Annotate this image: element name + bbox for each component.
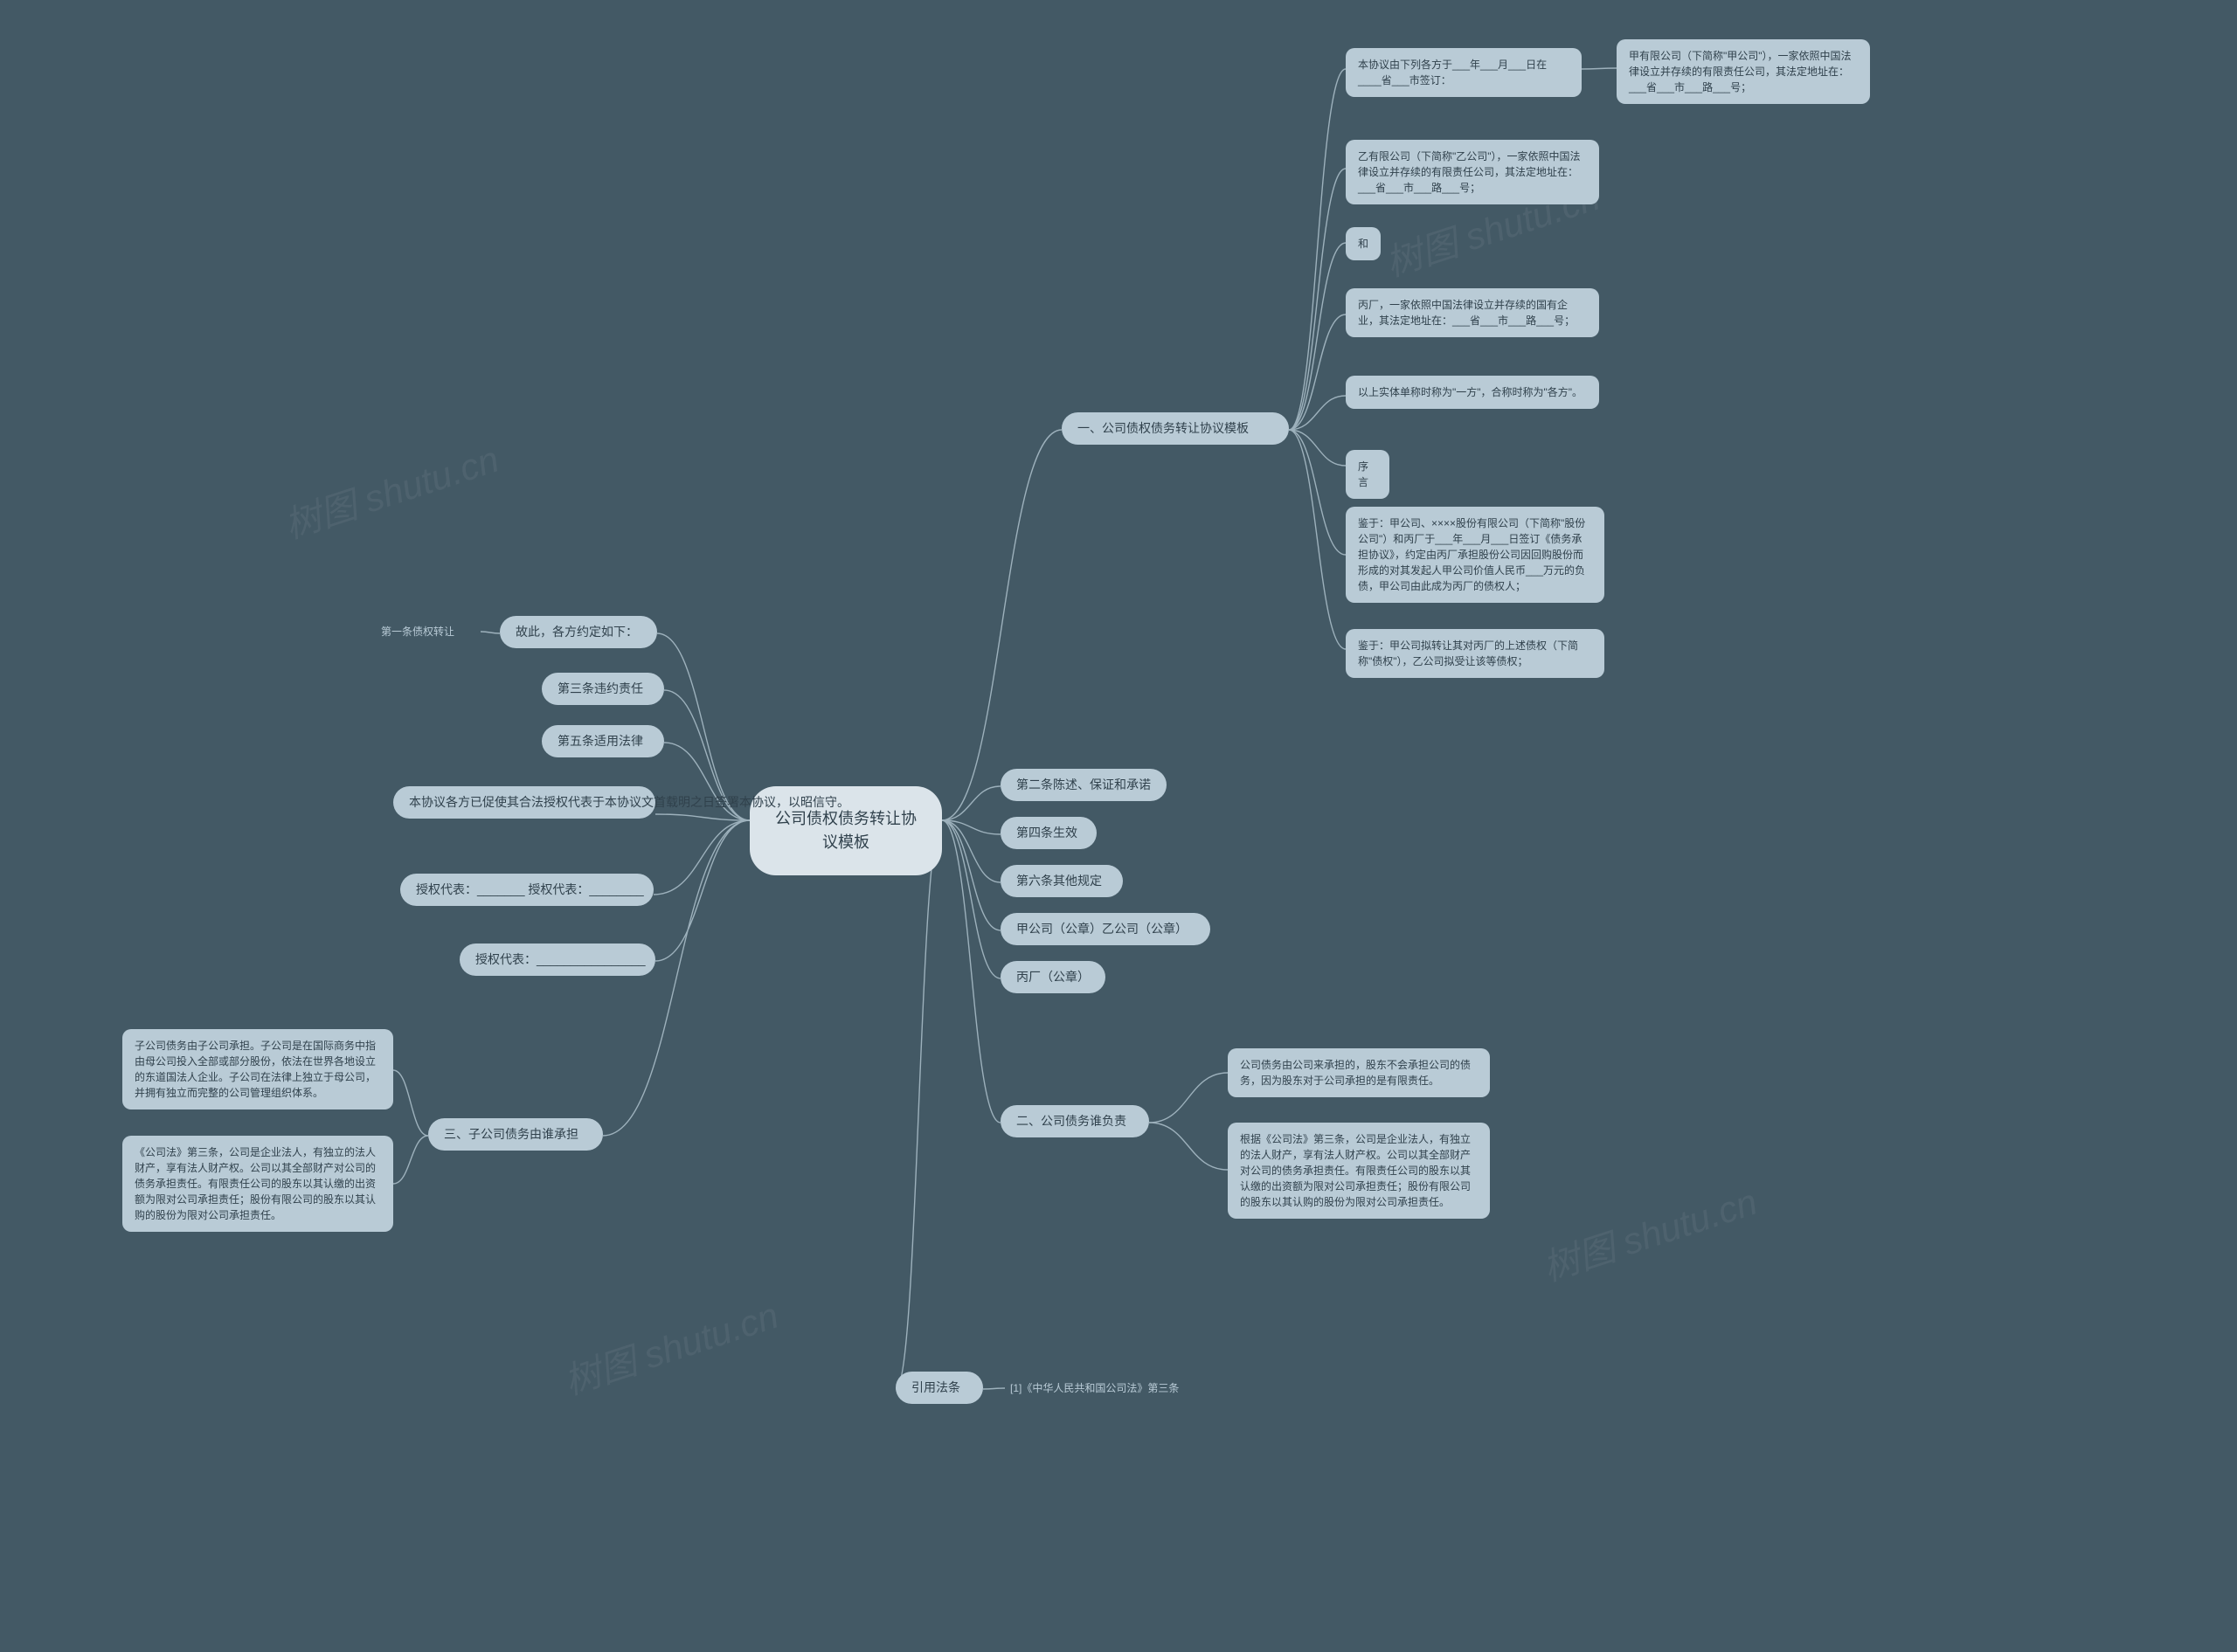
node-rl5[interactable]: 以上实体单称时称为"一方"，合称时称为"各方"。 bbox=[1346, 376, 1599, 409]
node-l5[interactable]: 授权代表：_______ 授权代表：________ bbox=[400, 874, 654, 906]
node-l7[interactable]: 三、子公司债务由谁承担 bbox=[428, 1118, 603, 1151]
node-l4[interactable]: 本协议各方已促使其合法授权代表于本协议文首载明之日签署本协议，以昭信守。 bbox=[393, 786, 655, 819]
mindmap-canvas: 树图 shutu.cn 树图 shutu.cn 树图 shutu.cn 树图 s… bbox=[0, 0, 2237, 1652]
node-l7b[interactable]: 《公司法》第三条，公司是企业法人，有独立的法人财产，享有法人财产权。公司以其全部… bbox=[122, 1136, 393, 1232]
node-l7a[interactable]: 子公司债务由子公司承担。子公司是在国际商务中指由母公司投入全部或部分股份，依法在… bbox=[122, 1029, 393, 1109]
node-r4[interactable]: 第六条其他规定 bbox=[1001, 865, 1123, 897]
node-r7b[interactable]: 根据《公司法》第三条，公司是企业法人，有独立的法人财产，享有法人财产权。公司以其… bbox=[1228, 1123, 1490, 1219]
node-rl7[interactable]: 鉴于：甲公司、××××股份有限公司（下简称"股份公司"）和丙厂于___年___月… bbox=[1346, 507, 1604, 603]
node-rl1a[interactable]: 甲有限公司（下简称"甲公司"），一家依照中国法律设立并存续的有限责任公司，其法定… bbox=[1617, 39, 1870, 104]
node-r5[interactable]: 甲公司（公章）乙公司（公章） bbox=[1001, 913, 1210, 945]
node-l6[interactable]: 授权代表：________________ bbox=[460, 944, 655, 976]
node-l1[interactable]: 故此，各方约定如下： bbox=[500, 616, 657, 648]
node-r2[interactable]: 第二条陈述、保证和承诺 bbox=[1001, 769, 1167, 801]
node-rl4[interactable]: 丙厂，一家依照中国法律设立并存续的国有企业，其法定地址在：___省___市___… bbox=[1346, 288, 1599, 337]
node-r8a[interactable]: [1]《中华人民共和国公司法》第三条 bbox=[1005, 1377, 1232, 1400]
node-r3[interactable]: 第四条生效 bbox=[1001, 817, 1097, 849]
node-rl6[interactable]: 序言 bbox=[1346, 450, 1389, 499]
node-l3[interactable]: 第五条适用法律 bbox=[542, 725, 664, 757]
background bbox=[0, 0, 2237, 1652]
node-rl3[interactable]: 和 bbox=[1346, 227, 1381, 260]
node-rl2[interactable]: 乙有限公司（下简称"乙公司"），一家依照中国法律设立并存续的有限责任公司，其法定… bbox=[1346, 140, 1599, 204]
node-l1a[interactable]: 第一条债权转让 bbox=[376, 620, 481, 643]
node-rl8[interactable]: 鉴于：甲公司拟转让其对丙厂的上述债权（下简称"债权"），乙公司拟受让该等债权； bbox=[1346, 629, 1604, 678]
node-r1[interactable]: 一、公司债权债务转让协议模板 bbox=[1062, 412, 1289, 445]
node-rl1[interactable]: 本协议由下列各方于___年___月___日在____省___市签订： bbox=[1346, 48, 1582, 97]
node-r7a[interactable]: 公司债务由公司来承担的，股东不会承担公司的债务，因为股东对于公司承担的是有限责任… bbox=[1228, 1048, 1490, 1097]
node-r8[interactable]: 引用法条 bbox=[896, 1372, 983, 1404]
node-l2[interactable]: 第三条违约责任 bbox=[542, 673, 664, 705]
node-r6[interactable]: 丙厂（公章） bbox=[1001, 961, 1105, 993]
node-r7[interactable]: 二、公司债务谁负责 bbox=[1001, 1105, 1149, 1137]
